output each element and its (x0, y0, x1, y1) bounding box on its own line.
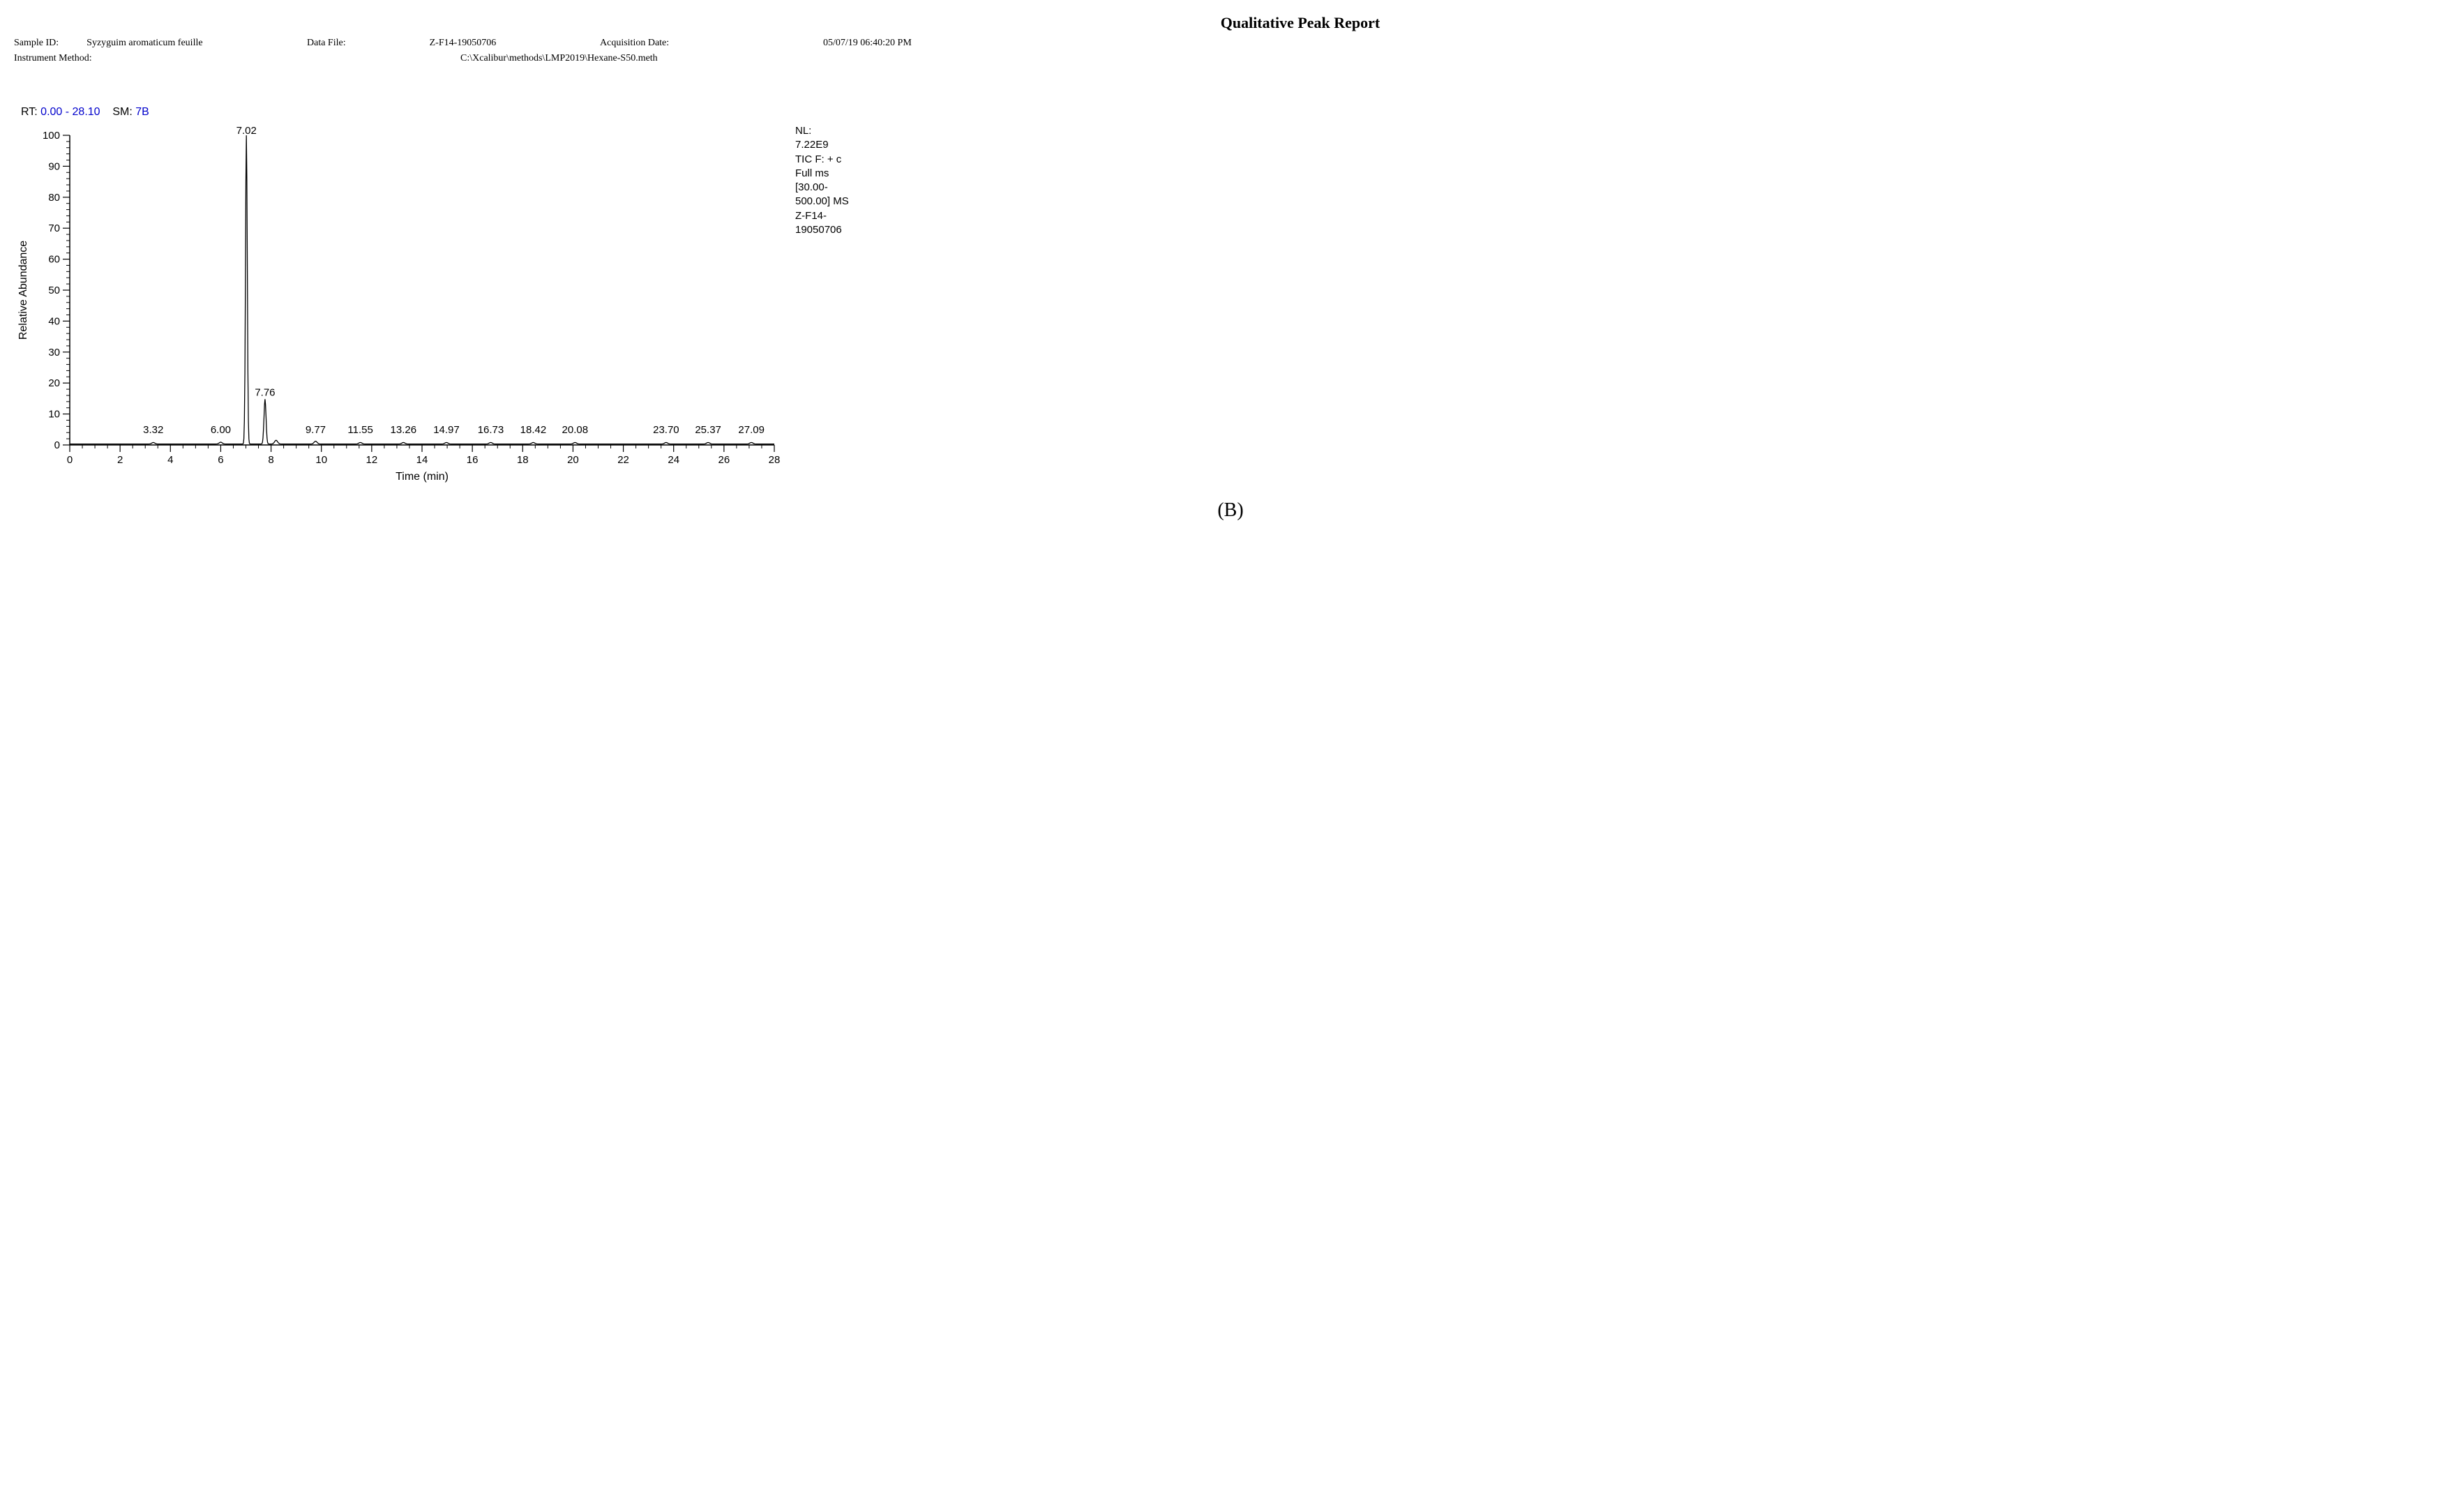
svg-text:7.02: 7.02 (236, 125, 257, 137)
svg-text:30: 30 (48, 347, 60, 358)
svg-text:18: 18 (517, 454, 529, 466)
sample-id-label: Sample ID: (14, 38, 59, 49)
svg-text:60: 60 (48, 254, 60, 266)
rt-value: 0.00 - 28.10 (40, 106, 100, 118)
svg-text:100: 100 (43, 130, 60, 142)
svg-text:6: 6 (218, 454, 223, 466)
svg-text:20: 20 (567, 454, 579, 466)
svg-text:25.37: 25.37 (695, 424, 721, 436)
svg-text:8: 8 (268, 454, 273, 466)
chromatogram-svg: 0102030405060708090100024681012141618202… (14, 123, 788, 485)
chart-container: RT: 0.00 - 28.10 SM: 7B 0102030405060708… (14, 106, 2447, 485)
acq-date-label: Acquisition Date: (600, 38, 669, 49)
svg-text:40: 40 (48, 315, 60, 327)
svg-text:Relative Abundance: Relative Abundance (17, 241, 29, 340)
svg-text:23.70: 23.70 (653, 424, 679, 436)
acq-date-value: 05/07/19 06:40:20 PM (823, 38, 912, 49)
svg-text:20.08: 20.08 (562, 424, 589, 436)
svg-text:6.00: 6.00 (211, 424, 231, 436)
figure-label: (B) (14, 499, 2447, 522)
svg-text:22: 22 (617, 454, 629, 466)
svg-text:18.42: 18.42 (520, 424, 547, 436)
svg-text:11.55: 11.55 (347, 424, 372, 436)
svg-text:12: 12 (366, 454, 378, 466)
svg-text:50: 50 (48, 285, 60, 296)
method-value: C:\Xcalibur\methods\LMP2019\Hexane-S50.m… (460, 53, 658, 64)
chart-header: RT: 0.00 - 28.10 SM: 7B (21, 106, 2447, 119)
method-label: Instrument Method: (14, 53, 92, 64)
svg-text:20: 20 (48, 377, 60, 389)
sm-label: SM: (112, 106, 132, 118)
svg-text:24: 24 (668, 454, 679, 466)
svg-text:26: 26 (718, 454, 730, 466)
svg-text:27.09: 27.09 (738, 424, 765, 436)
svg-text:10: 10 (48, 409, 60, 421)
svg-text:0: 0 (67, 454, 73, 466)
header-row-2: Instrument Method: C:\Xcalibur\methods\L… (14, 53, 2447, 64)
data-file-value: Z-F14-19050706 (430, 38, 497, 49)
report-title: Qualitative Peak Report (153, 14, 2447, 32)
svg-text:90: 90 (48, 160, 60, 172)
svg-text:14.97: 14.97 (433, 424, 460, 436)
svg-text:16: 16 (467, 454, 479, 466)
rt-label: RT: (21, 106, 38, 118)
svg-text:2: 2 (117, 454, 123, 466)
svg-text:28: 28 (769, 454, 781, 466)
svg-text:4: 4 (167, 454, 173, 466)
header-row-1: Sample ID: Syzyguim aromaticum feuille D… (14, 38, 2447, 49)
sample-id-value: Syzyguim aromaticum feuille (86, 38, 202, 49)
svg-text:3.32: 3.32 (143, 424, 163, 436)
svg-text:16.73: 16.73 (478, 424, 504, 436)
svg-text:9.77: 9.77 (306, 424, 326, 436)
svg-text:10: 10 (315, 454, 327, 466)
svg-text:13.26: 13.26 (391, 424, 417, 436)
data-file-label: Data File: (307, 38, 346, 49)
svg-text:Time (min): Time (min) (396, 471, 449, 483)
svg-text:70: 70 (48, 222, 60, 234)
svg-text:80: 80 (48, 192, 60, 204)
sm-value: 7B (135, 106, 149, 118)
svg-text:7.76: 7.76 (255, 387, 275, 399)
svg-text:14: 14 (416, 454, 428, 466)
side-note: NL: 7.22E9 TIC F: + c Full ms [30.00- 50… (795, 123, 849, 237)
svg-text:0: 0 (54, 439, 60, 451)
